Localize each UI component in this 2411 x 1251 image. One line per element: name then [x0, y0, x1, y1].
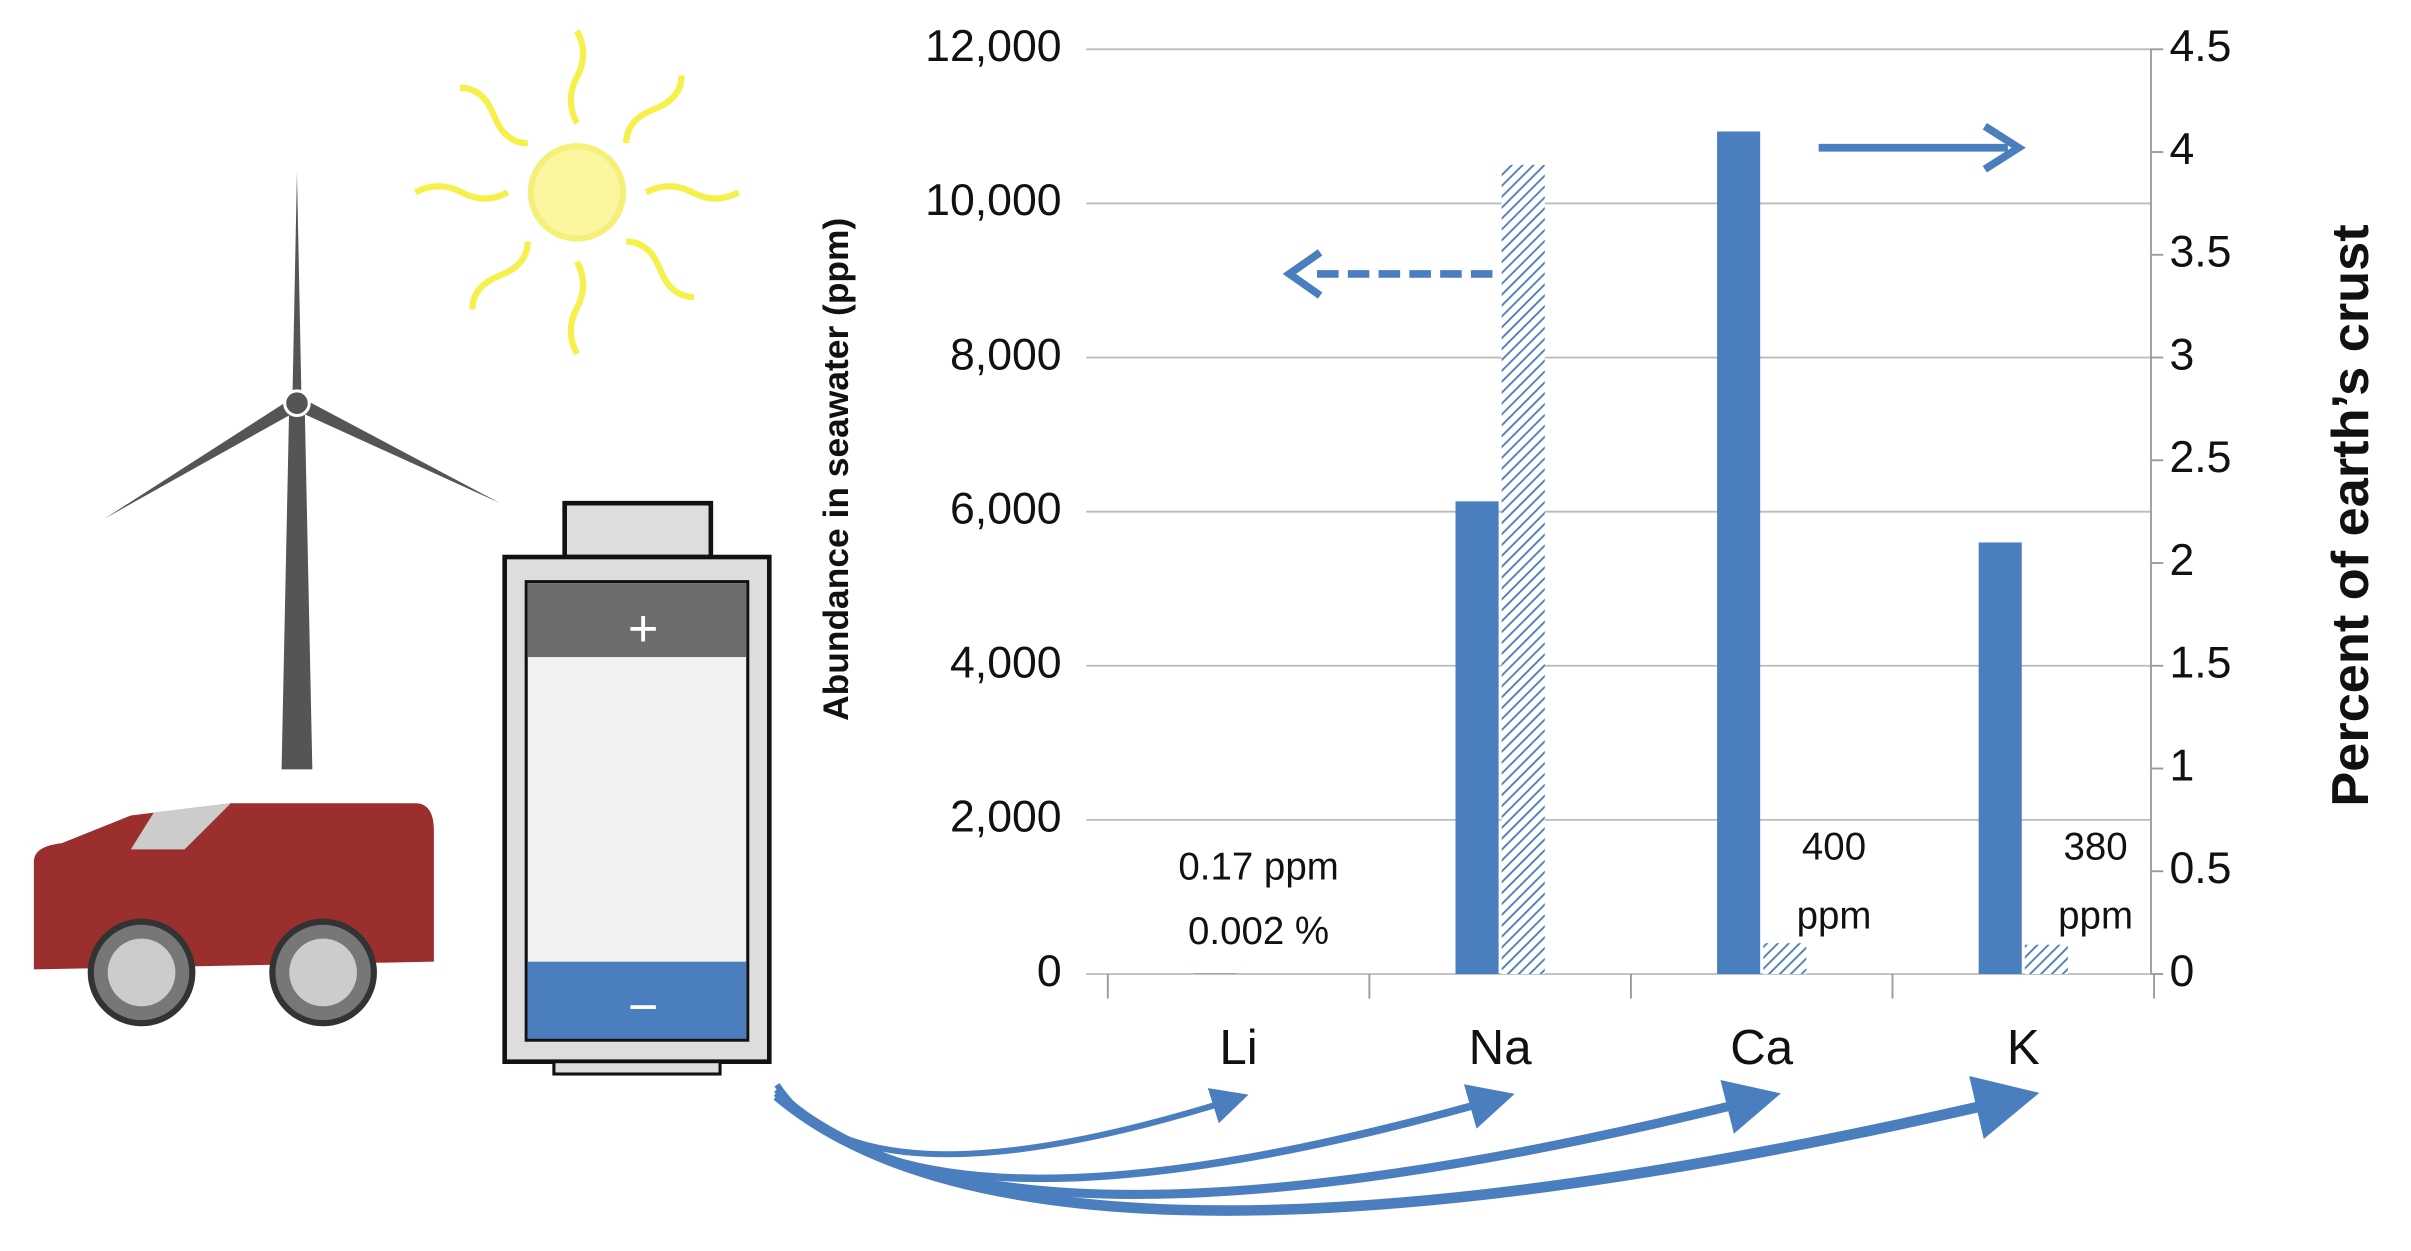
flow-arrows	[773, 1075, 2040, 1216]
x-tick-label: K	[2007, 1020, 2040, 1075]
y2-tick-label: 2	[2169, 536, 2194, 585]
y2-tick-label: 1.5	[2169, 639, 2231, 688]
battery-minus: −	[628, 979, 659, 1037]
y2-tick-label: 3.5	[2169, 228, 2231, 277]
y2-tick-label: 1	[2169, 741, 2194, 790]
y2-tick-label: 4	[2169, 125, 2194, 174]
y-tick-label: 10,000	[925, 176, 1061, 225]
bar	[1763, 943, 1807, 974]
y2-tick-label: 2.5	[2169, 433, 2231, 482]
bar	[1501, 164, 1545, 974]
y2-axis-label: Percent of earth’s crust	[2322, 224, 2380, 806]
y-tick-label: 12,000	[925, 22, 1061, 71]
x-tick-label: Li	[1219, 1020, 1257, 1075]
bar	[1455, 501, 1499, 974]
y-axis-label: Abundance in seawater (ppm)	[817, 218, 856, 721]
y-tick-label: 2,000	[950, 793, 1062, 842]
value-label: 400 ppm	[1797, 826, 1872, 938]
y-tick-label: 8,000	[950, 330, 1062, 379]
y2-tick-label: 3	[2169, 330, 2194, 379]
x-tick-label: Ca	[1730, 1020, 1794, 1075]
axis-arrows	[1282, 122, 2026, 299]
y-tick-label: 6,000	[950, 484, 1062, 533]
y2-tick-label: 0	[2169, 947, 2194, 996]
wind-turbine	[104, 172, 501, 770]
value-label: 0.002 %	[1188, 910, 1329, 953]
bar	[1717, 131, 1761, 974]
y2-tick-label: 4.5	[2169, 22, 2231, 71]
value-label: 380 ppm	[2058, 826, 2133, 938]
y-tick-label: 0	[1037, 947, 1062, 996]
value-label: 0.17 ppm	[1178, 846, 1338, 889]
y-tick-label: 4,000	[950, 639, 1062, 688]
bar	[1978, 542, 2022, 974]
x-tick-label: Na	[1469, 1020, 1533, 1075]
bar	[2024, 944, 2068, 974]
y2-tick-label: 0.5	[2169, 844, 2231, 893]
car	[33, 803, 434, 1027]
battery-plus: +	[628, 600, 659, 658]
battery: + −	[502, 500, 772, 1076]
sun	[413, 29, 740, 356]
